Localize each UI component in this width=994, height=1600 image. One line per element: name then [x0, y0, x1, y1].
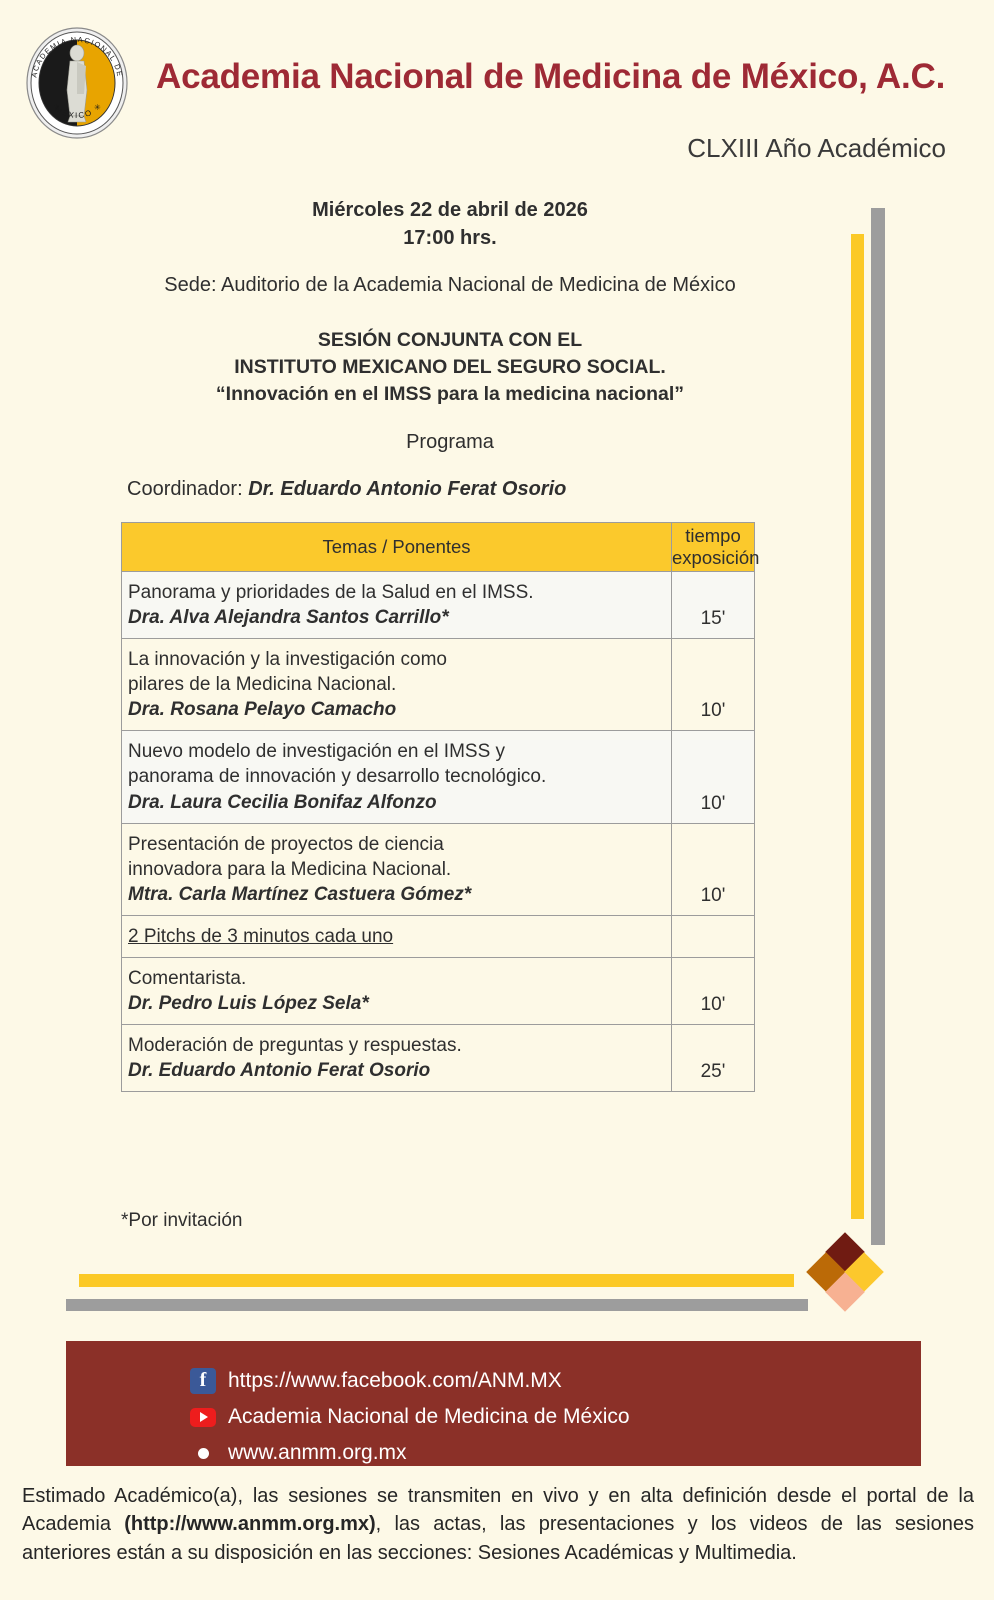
- speaker-name: Mtra. Carla Martínez Castuera Gómez*: [128, 883, 472, 905]
- academy-seal-icon: ACADEMIA NACIONAL DE MEDICINA MÉXICO ✳ ✳: [14, 17, 128, 139]
- topic-line: Moderación de preguntas y respuestas.: [128, 1035, 462, 1057]
- table-cell-tiempo: 10': [671, 822, 755, 916]
- topic-line: panorama de innovación y desarrollo tecn…: [128, 766, 547, 788]
- session-line-2: INSTITUTO MEXICANO DEL SEGURO SOCIAL.: [234, 355, 666, 378]
- page-title: Academia Nacional de Medicina de México,…: [156, 57, 946, 96]
- session-theme: “Innovación en el IMSS para la medicina …: [215, 382, 685, 405]
- table-cell-tema: Comentarista. Dr. Pedro Luis López Sela*: [121, 956, 672, 1026]
- social-links-list: f https://www.facebook.com/ANM.MX Academia…: [190, 1363, 630, 1471]
- coordinator-name: Dr. Eduardo Antonio Ferat Osorio: [248, 478, 567, 500]
- table-cell-tema: Presentación de proyectos de ciencia inno…: [121, 822, 672, 916]
- table-cell-tiempo: 10': [671, 638, 755, 732]
- svg-text:✳: ✳: [53, 103, 60, 112]
- table-row: Comentarista. Dr. Pedro Luis López Sela* 1…: [121, 956, 755, 1026]
- session-title: SESIÓN CONJUNTA CON EL INSTITUTO MEXICAN…: [0, 327, 900, 408]
- topic-line: innovadora para la Medicina Nacional.: [128, 858, 452, 880]
- table-row: Moderación de preguntas y respuestas. Dr.…: [121, 1024, 755, 1093]
- column-header-temas: Temas / Ponentes: [121, 522, 672, 572]
- table-cell-tiempo: 25': [671, 1024, 755, 1093]
- page-header: ACADEMIA NACIONAL DE MEDICINA MÉXICO ✳ ✳…: [0, 0, 994, 180]
- program-table-body: Panorama y prioridades de la Salud en el…: [121, 570, 755, 1093]
- table-row: La innovación y la investigación como pil…: [121, 638, 755, 732]
- disclaimer-part-1: Estimado Académico(a), las sesiones se t…: [22, 1485, 974, 1536]
- bullet-dot-icon: [197, 1447, 209, 1459]
- topic-line: 2 Pitchs de 3 minutos cada uno: [128, 925, 394, 947]
- table-row: Panorama y prioridades de la Salud en el…: [121, 570, 755, 640]
- coordinator: Coordinador: Dr. Eduardo Antonio Ferat O…: [127, 478, 566, 501]
- table-cell-tema: Panorama y prioridades de la Salud en el…: [121, 570, 672, 640]
- topic-line: pilares de la Medicina Nacional.: [128, 674, 397, 696]
- topic-line: Comentarista.: [128, 967, 247, 989]
- table-row: Presentación de proyectos de ciencia inno…: [121, 822, 755, 916]
- topic-line: Nuevo modelo de investigación en el IMSS…: [128, 741, 506, 763]
- table-cell-tema: 2 Pitchs de 3 minutos cada uno: [121, 914, 672, 958]
- vertical-gray-bar: [871, 208, 885, 1245]
- table-header-row: Temas / Ponentes tiempo exposición: [121, 522, 759, 572]
- table-cell-tema: Moderación de preguntas y respuestas. Dr.…: [121, 1024, 672, 1093]
- program-table-head: Temas / Ponentes tiempo exposición: [121, 522, 759, 572]
- event-time: 17:00 hrs.: [403, 226, 497, 249]
- table-cell-tiempo: [671, 914, 755, 958]
- table-row: 2 Pitchs de 3 minutos cada uno: [121, 914, 755, 958]
- event-datetime: Miércoles 22 de abril de 2026 17:00 hrs.: [0, 197, 900, 252]
- speaker-name: Dra. Laura Cecilia Bonifaz Alfonzo: [128, 791, 437, 813]
- social-link-row[interactable]: www.anmm.org.mx: [190, 1435, 630, 1471]
- table-footnote: *Por invitación: [121, 1210, 243, 1231]
- program-table: Temas / Ponentes tiempo exposición Panor…: [121, 522, 759, 1093]
- column-header-tiempo: tiempo exposición: [671, 522, 759, 572]
- horizontal-yellow-bar: [79, 1274, 794, 1287]
- academic-year-label: CLXIII Año Académico: [687, 133, 946, 163]
- tiempo-line-2: exposición: [672, 547, 760, 568]
- table-cell-tiempo: 10': [671, 956, 755, 1026]
- academy-logo: ACADEMIA NACIONAL DE MEDICINA MÉXICO ✳ ✳: [14, 17, 136, 142]
- table-row: Nuevo modelo de investigación en el IMSS…: [121, 730, 755, 824]
- topic-line: Presentación de proyectos de ciencia: [128, 833, 444, 855]
- play-triangle-icon: [200, 1412, 208, 1422]
- disclaimer-url: (http://www.anmm.org.mx): [124, 1513, 376, 1536]
- disclaimer-part-2: , las actas, las presentaciones y los vi…: [22, 1513, 974, 1564]
- speaker-name: Dra. Alva Alejandra Santos Carrillo*: [128, 607, 449, 629]
- social-link-text[interactable]: www.anmm.org.mx: [228, 1441, 407, 1464]
- facebook-icon[interactable]: f: [190, 1368, 216, 1394]
- social-link-row[interactable]: Academia Nacional de Medicina de México: [190, 1399, 630, 1435]
- vertical-yellow-bar: [851, 234, 864, 1219]
- topic-line: La innovación y la investigación como: [128, 649, 447, 671]
- disclaimer-text: Estimado Académico(a), las sesiones se t…: [22, 1482, 974, 1567]
- table-cell-tiempo: 15': [671, 570, 755, 640]
- tiempo-line-1: tiempo: [685, 525, 741, 547]
- horizontal-gray-bar: [66, 1299, 808, 1311]
- session-line-1: SESIÓN CONJUNTA CON EL: [317, 329, 583, 351]
- social-link-text[interactable]: Academia Nacional de Medicina de México: [228, 1405, 630, 1428]
- speaker-name: Dr. Pedro Luis López Sela*: [128, 993, 369, 1015]
- social-link-row[interactable]: f https://www.facebook.com/ANM.MX: [190, 1363, 630, 1399]
- speaker-name: Dra. Rosana Pelayo Camacho: [128, 699, 397, 721]
- table-cell-tema: Nuevo modelo de investigación en el IMSS…: [121, 730, 672, 824]
- svg-text:✳: ✳: [94, 103, 101, 112]
- coordinator-label: Coordinador:: [127, 478, 243, 500]
- website-dot-icon[interactable]: [190, 1440, 216, 1466]
- social-footer-band: f https://www.facebook.com/ANM.MX Academia…: [66, 1341, 921, 1466]
- youtube-icon[interactable]: [190, 1407, 216, 1427]
- social-link-text[interactable]: https://www.facebook.com/ANM.MX: [228, 1369, 562, 1392]
- program-label: Programa: [406, 431, 494, 453]
- speaker-name: Dr. Eduardo Antonio Ferat Osorio: [128, 1060, 431, 1082]
- topic-line: Panorama y prioridades de la Salud en el…: [128, 582, 534, 603]
- event-date: Miércoles 22 de abril de 2026: [312, 199, 588, 221]
- event-venue: Sede: Auditorio de la Academia Nacional …: [164, 274, 736, 296]
- diamond-ornament: [806, 1232, 884, 1312]
- table-cell-tema: La innovación y la investigación como pil…: [121, 638, 672, 732]
- table-cell-tiempo: 10': [671, 730, 755, 824]
